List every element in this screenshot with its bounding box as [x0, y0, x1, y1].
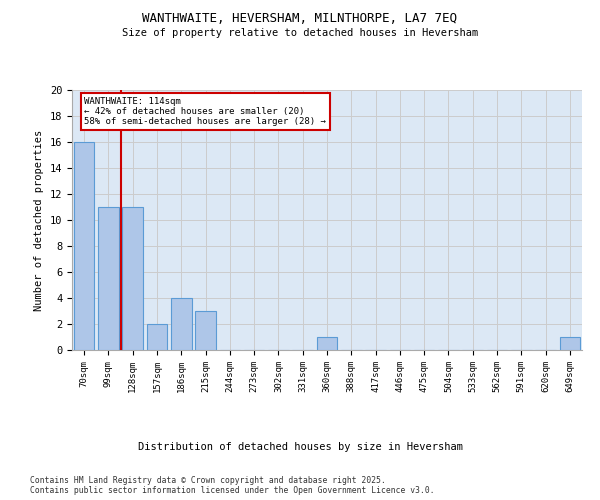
Bar: [122, 207, 143, 350]
Y-axis label: Number of detached properties: Number of detached properties: [34, 130, 44, 310]
Bar: [74, 142, 94, 350]
Text: Size of property relative to detached houses in Heversham: Size of property relative to detached ho…: [122, 28, 478, 38]
Text: WANTHWAITE, HEVERSHAM, MILNTHORPE, LA7 7EQ: WANTHWAITE, HEVERSHAM, MILNTHORPE, LA7 7…: [143, 12, 458, 26]
Bar: [171, 298, 191, 350]
Bar: [195, 311, 216, 350]
Text: Distribution of detached houses by size in Heversham: Distribution of detached houses by size …: [137, 442, 463, 452]
Bar: [146, 324, 167, 350]
Bar: [560, 337, 580, 350]
Text: WANTHWAITE: 114sqm
← 42% of detached houses are smaller (20)
58% of semi-detache: WANTHWAITE: 114sqm ← 42% of detached hou…: [84, 96, 326, 126]
Bar: [317, 337, 337, 350]
Text: Contains HM Land Registry data © Crown copyright and database right 2025.
Contai: Contains HM Land Registry data © Crown c…: [30, 476, 434, 495]
Bar: [98, 207, 119, 350]
